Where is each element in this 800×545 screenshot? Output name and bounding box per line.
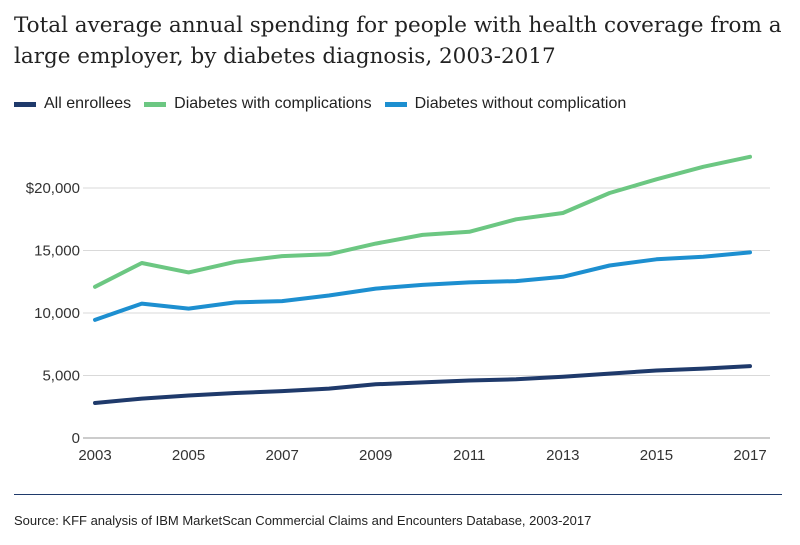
x-tick-label: 2003 (78, 447, 111, 464)
legend-item-all-enrollees: All enrollees (14, 95, 131, 113)
x-tick-label: 2015 (640, 447, 673, 464)
x-tick-label: 2011 (453, 447, 485, 464)
series-line-diabetes-with-complications (93, 154, 752, 289)
legend-swatch-all-enrollees (14, 101, 36, 107)
legend-swatch-diabetes-without-complication (384, 101, 407, 107)
footer-divider (14, 494, 782, 495)
y-tick-label: 5,000 (42, 368, 80, 385)
legend-item-diabetes-without-complication: Diabetes without complication (384, 95, 627, 113)
series-line-all-enrollees (93, 364, 752, 405)
legend-label-all-enrollees: All enrollees (44, 95, 132, 112)
source-note: Source: KFF analysis of IBM MarketScan C… (14, 513, 592, 528)
x-tick-label: 2005 (172, 447, 205, 464)
x-tick-label: 2007 (265, 447, 298, 464)
x-tick-label: 2017 (733, 447, 766, 464)
y-tick-label: 15,000 (34, 243, 80, 260)
chart-legend: All enrollees Diabetes with complication… (14, 94, 639, 114)
legend-label-diabetes-with-complications: Diabetes with complications (174, 95, 372, 112)
y-tick-label: 0 (72, 430, 80, 447)
x-tick-label: 2013 (546, 447, 579, 464)
series-line-diabetes-without-complication (93, 250, 752, 322)
legend-swatch-diabetes-with-complications (144, 101, 167, 107)
y-tick-label: $20,000 (26, 180, 80, 197)
x-tick-label: 2009 (359, 447, 392, 464)
legend-item-diabetes-with-complications: Diabetes with complications (144, 95, 372, 113)
y-tick-label: 10,000 (34, 305, 80, 322)
legend-label-diabetes-without-complication: Diabetes without complication (414, 95, 627, 112)
chart-title: Total average annual spending for people… (14, 13, 782, 69)
